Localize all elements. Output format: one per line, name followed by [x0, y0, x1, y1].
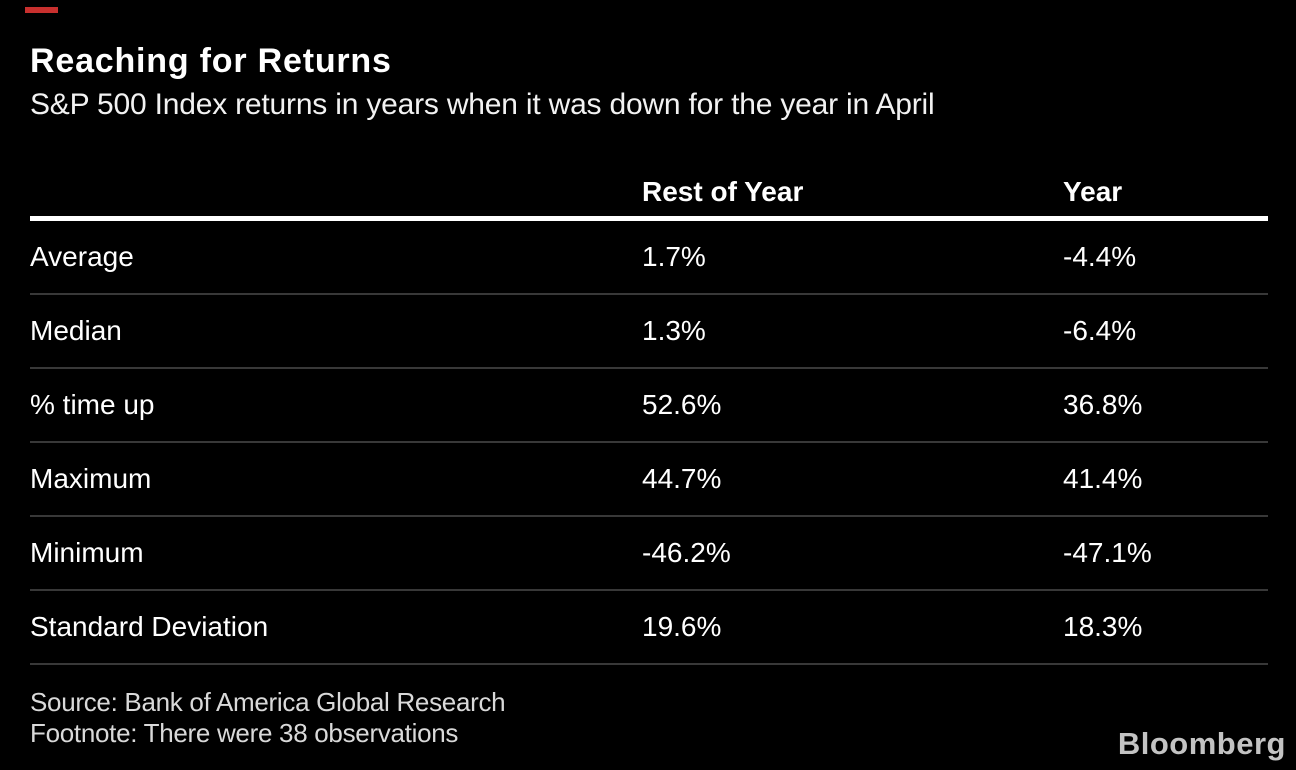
table-header-row: Rest of Year Year — [30, 156, 1268, 221]
row-label: Standard Deviation — [30, 611, 269, 642]
row-value-year: -6.4% — [1063, 315, 1137, 346]
red-accent-dash-icon — [25, 7, 58, 13]
table-row: % time up 52.6% 36.8% — [30, 369, 1268, 443]
source-note: Source: Bank of America Global Research — [30, 687, 506, 717]
row-value-rest-of-year: 1.3% — [642, 315, 706, 346]
chart-footer: Source: Bank of America Global Research … — [30, 687, 506, 749]
table-row: Minimum -46.2% -47.1% — [30, 517, 1268, 591]
row-value-rest-of-year: 52.6% — [642, 389, 722, 420]
row-value-year: 36.8% — [1063, 389, 1143, 420]
chart-subtitle: S&P 500 Index returns in years when it w… — [30, 88, 935, 121]
row-value-year: -47.1% — [1063, 537, 1152, 568]
chart-title: Reaching for Returns — [30, 42, 392, 80]
table-row: Standard Deviation 19.6% 18.3% — [30, 591, 1268, 665]
table-header-year: Year — [1063, 176, 1123, 207]
row-label: Maximum — [30, 463, 152, 494]
table-row: Average 1.7% -4.4% — [30, 221, 1268, 295]
stats-table: Rest of Year Year Average 1.7% -4.4% Med… — [30, 156, 1268, 665]
table-row: Median 1.3% -6.4% — [30, 295, 1268, 369]
row-value-rest-of-year: -46.2% — [642, 537, 731, 568]
footnote: Footnote: There were 38 observations — [30, 718, 459, 748]
row-value-year: 18.3% — [1063, 611, 1143, 642]
table-header-rest-of-year: Rest of Year — [642, 176, 804, 207]
row-label: Minimum — [30, 537, 144, 568]
row-label: Median — [30, 315, 122, 346]
table-row: Maximum 44.7% 41.4% — [30, 443, 1268, 517]
row-label: Average — [30, 241, 134, 272]
row-value-rest-of-year: 44.7% — [642, 463, 722, 494]
row-value-year: 41.4% — [1063, 463, 1143, 494]
row-value-rest-of-year: 19.6% — [642, 611, 722, 642]
bloomberg-logo: Bloomberg — [1117, 726, 1286, 761]
row-value-year: -4.4% — [1063, 241, 1137, 272]
row-label: % time up — [30, 389, 155, 420]
row-value-rest-of-year: 1.7% — [642, 241, 706, 272]
